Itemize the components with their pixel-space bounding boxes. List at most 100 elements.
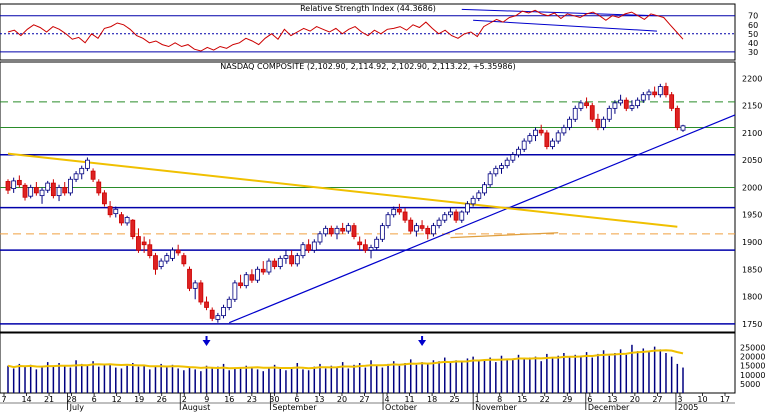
rsi-tick-label: 40 (748, 39, 758, 48)
candle-body (102, 192, 107, 205)
candle (232, 280, 238, 302)
price-tick-label: 1950 (742, 211, 762, 220)
candle-body (550, 140, 555, 147)
candle-body (629, 105, 635, 109)
candle (56, 184, 62, 202)
candle-body (391, 208, 397, 216)
candle-body (39, 189, 45, 197)
volume-tick-label: 10000 (740, 371, 765, 380)
candle (640, 92, 646, 103)
candle (67, 176, 73, 196)
x-tick-label: 28 (67, 395, 77, 404)
x-tick-labels: 7 14 21 28 6 12 19 26 2 9 16 23 30 6 13 20 27 4 11 18 25 1 8 15… (1, 393, 730, 404)
candle-body (28, 187, 34, 197)
candle (130, 219, 136, 240)
candle-body (578, 102, 584, 109)
candle-body (379, 225, 385, 240)
x-tick-label: 25 (450, 395, 460, 404)
candle (28, 184, 34, 199)
x-month-label: December (588, 403, 630, 412)
candle-body (431, 225, 436, 235)
candle (663, 82, 669, 98)
candle (550, 138, 555, 150)
candle (635, 97, 641, 109)
candle (119, 212, 124, 226)
candle (62, 182, 68, 196)
rsi-tick-label: 50 (748, 30, 758, 39)
candle-body (487, 173, 493, 186)
x-tick-label: 10 (697, 395, 707, 404)
x-month-labels: July August September October November Decemb… (0, 393, 735, 412)
candle (606, 105, 612, 122)
candle-body (90, 170, 96, 180)
candle (147, 239, 153, 259)
candle (459, 210, 465, 223)
candle-body (499, 165, 504, 169)
candle (317, 231, 323, 245)
candle (294, 252, 300, 267)
candle (601, 116, 606, 131)
candle-body (640, 94, 646, 101)
candle-body (204, 301, 209, 308)
candle (493, 165, 499, 177)
candle (209, 307, 215, 322)
candle-body (130, 219, 136, 237)
x-tick-label: 15 (517, 395, 527, 404)
volume-moving-average (7, 349, 684, 370)
candle-body (606, 107, 612, 120)
candle (646, 89, 652, 101)
rsi-frame (0, 3, 736, 61)
candle (39, 187, 45, 204)
candle (510, 152, 516, 163)
candle (96, 179, 102, 196)
candle-body (448, 211, 453, 216)
candle (657, 83, 663, 98)
candle (73, 171, 79, 182)
candle (260, 261, 266, 275)
candle (170, 247, 175, 262)
candle-body (113, 208, 119, 215)
price-trendlines (7, 114, 736, 324)
x-tick-label: 2 (182, 395, 187, 404)
candle (595, 113, 601, 131)
price-trendline (450, 232, 559, 239)
candle-body (351, 225, 357, 237)
candle (476, 190, 482, 202)
candle (357, 236, 363, 251)
candle (402, 208, 408, 223)
x-tick-label: 20 (337, 395, 347, 404)
candle (192, 280, 198, 300)
x-tick-label: 8 (497, 395, 502, 404)
candle-body (482, 184, 487, 194)
candle-body (328, 227, 334, 235)
volume-tick-label: 25000 (740, 344, 765, 353)
candle-body (119, 214, 124, 224)
candle-body (277, 257, 283, 267)
candle-body (567, 118, 572, 128)
x-month-label: July (69, 403, 85, 412)
candle-body (419, 225, 425, 229)
price-tick-label: 2000 (742, 183, 762, 192)
candle (226, 296, 232, 311)
candle-body (612, 102, 618, 109)
candle-body (374, 238, 380, 248)
candle (90, 168, 96, 182)
candle-body (249, 274, 255, 281)
candle-body (453, 211, 459, 221)
candle-body (663, 86, 669, 96)
candle (272, 258, 277, 270)
candle-body (476, 192, 482, 199)
candle (45, 180, 51, 193)
candle (50, 179, 56, 199)
candle (311, 239, 317, 253)
volume-tick-label: 5000 (740, 380, 760, 389)
candle-body (652, 91, 658, 96)
candle (277, 255, 283, 270)
x-tick-label: 16 (224, 395, 234, 404)
volume-arrow-marker (202, 340, 211, 346)
candle-body (402, 211, 408, 221)
candle (255, 266, 260, 283)
